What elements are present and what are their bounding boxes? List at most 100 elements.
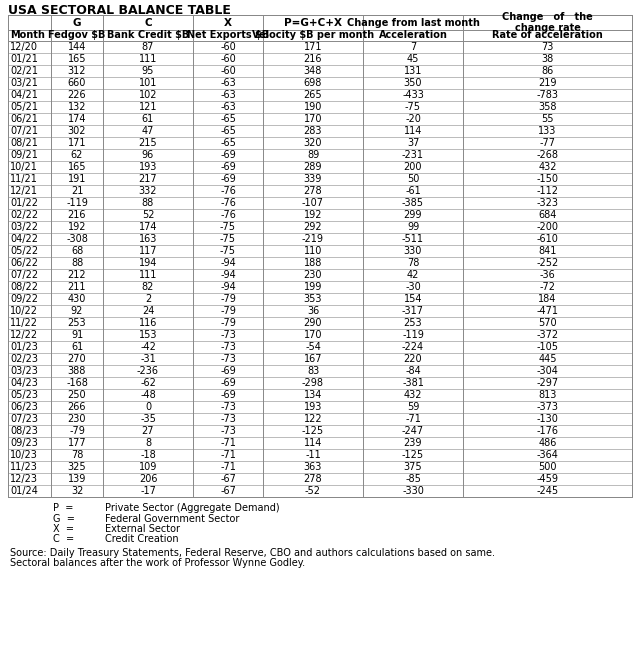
Text: 61: 61	[142, 114, 154, 124]
Text: Federal Government Sector: Federal Government Sector	[105, 514, 239, 523]
Text: -65: -65	[220, 126, 236, 136]
Text: 230: 230	[68, 414, 86, 424]
Text: 2: 2	[145, 294, 151, 304]
Text: 500: 500	[538, 462, 557, 472]
Text: 111: 111	[139, 54, 157, 64]
Text: -60: -60	[220, 66, 236, 76]
Text: -372: -372	[536, 330, 559, 340]
Text: 61: 61	[71, 342, 83, 352]
Text: -63: -63	[220, 102, 236, 112]
Text: 270: 270	[68, 354, 86, 364]
Text: 188: 188	[304, 258, 322, 268]
Text: 170: 170	[304, 330, 323, 340]
Text: -125: -125	[302, 426, 324, 436]
Text: 486: 486	[538, 438, 557, 448]
Text: 353: 353	[304, 294, 323, 304]
Text: -268: -268	[536, 150, 559, 160]
Text: 06/22: 06/22	[10, 258, 38, 268]
Text: 114: 114	[404, 126, 422, 136]
Text: 114: 114	[304, 438, 322, 448]
Text: External Sector: External Sector	[105, 524, 180, 534]
Text: Change from last month: Change from last month	[347, 17, 479, 28]
Text: G  =: G =	[53, 514, 75, 523]
Text: C: C	[144, 17, 152, 28]
Text: 278: 278	[304, 186, 323, 196]
Text: -11: -11	[305, 450, 321, 460]
Text: 32: 32	[71, 486, 83, 496]
Text: -76: -76	[220, 198, 236, 208]
Text: C  =: C =	[53, 534, 74, 545]
Text: -69: -69	[220, 162, 236, 172]
Text: -76: -76	[220, 210, 236, 220]
Text: 78: 78	[71, 450, 83, 460]
Text: 12/22: 12/22	[10, 330, 38, 340]
Text: 36: 36	[307, 306, 319, 316]
Text: 430: 430	[68, 294, 86, 304]
Text: -71: -71	[220, 450, 236, 460]
Text: -75: -75	[220, 246, 236, 256]
Text: 52: 52	[141, 210, 154, 220]
Text: 215: 215	[139, 138, 157, 148]
Text: 684: 684	[538, 210, 557, 220]
Text: 12/21: 12/21	[10, 186, 38, 196]
Text: 165: 165	[68, 54, 86, 64]
Text: 87: 87	[142, 42, 154, 52]
Text: -330: -330	[402, 486, 424, 496]
Text: Fedgov $B: Fedgov $B	[48, 30, 106, 41]
Text: 171: 171	[68, 138, 86, 148]
Text: 91: 91	[71, 330, 83, 340]
Text: -75: -75	[405, 102, 421, 112]
Text: 05/21: 05/21	[10, 102, 38, 112]
Text: -69: -69	[220, 366, 236, 376]
Text: 45: 45	[407, 54, 419, 64]
Text: -297: -297	[536, 378, 559, 388]
Text: 698: 698	[304, 78, 322, 88]
Text: 177: 177	[68, 438, 86, 448]
Text: 813: 813	[538, 390, 557, 400]
Text: 110: 110	[304, 246, 322, 256]
Text: 04/21: 04/21	[10, 90, 38, 100]
Text: 121: 121	[139, 102, 157, 112]
Text: G: G	[73, 17, 81, 28]
Text: Source: Daily Treasury Statements, Federal Reserve, CBO and authors calculations: Source: Daily Treasury Statements, Feder…	[10, 548, 495, 558]
Text: 12/20: 12/20	[10, 42, 38, 52]
Text: -381: -381	[402, 378, 424, 388]
Text: 250: 250	[68, 390, 86, 400]
Text: 09/23: 09/23	[10, 438, 38, 448]
Text: Net Exports $B: Net Exports $B	[187, 30, 269, 41]
Text: 122: 122	[304, 414, 323, 424]
Text: 153: 153	[139, 330, 157, 340]
Text: -176: -176	[536, 426, 559, 436]
Text: 05/22: 05/22	[10, 246, 38, 256]
Text: P  =: P =	[53, 503, 74, 513]
Text: 10/22: 10/22	[10, 306, 38, 316]
Text: 117: 117	[139, 246, 157, 256]
Text: 05/23: 05/23	[10, 390, 38, 400]
Text: -200: -200	[536, 222, 559, 232]
Text: -72: -72	[540, 282, 556, 292]
Text: -150: -150	[536, 174, 559, 184]
Text: 350: 350	[404, 78, 422, 88]
Text: -298: -298	[302, 378, 324, 388]
Text: 37: 37	[407, 138, 419, 148]
Text: 388: 388	[68, 366, 86, 376]
Text: 220: 220	[404, 354, 422, 364]
Text: 348: 348	[304, 66, 322, 76]
Text: -20: -20	[405, 114, 421, 124]
Text: 08/21: 08/21	[10, 138, 38, 148]
Text: Acceleration: Acceleration	[379, 30, 447, 41]
Text: -52: -52	[305, 486, 321, 496]
Text: 184: 184	[538, 294, 557, 304]
Text: -610: -610	[536, 234, 559, 244]
Text: 226: 226	[68, 90, 86, 100]
Text: -77: -77	[540, 138, 556, 148]
Text: 10/23: 10/23	[10, 450, 38, 460]
Text: -219: -219	[302, 234, 324, 244]
Text: -308: -308	[66, 234, 88, 244]
Text: 12/23: 12/23	[10, 474, 38, 484]
Text: -69: -69	[220, 174, 236, 184]
Text: 116: 116	[139, 318, 157, 328]
Text: 07/23: 07/23	[10, 414, 38, 424]
Text: 191: 191	[68, 174, 86, 184]
Text: -67: -67	[220, 474, 236, 484]
